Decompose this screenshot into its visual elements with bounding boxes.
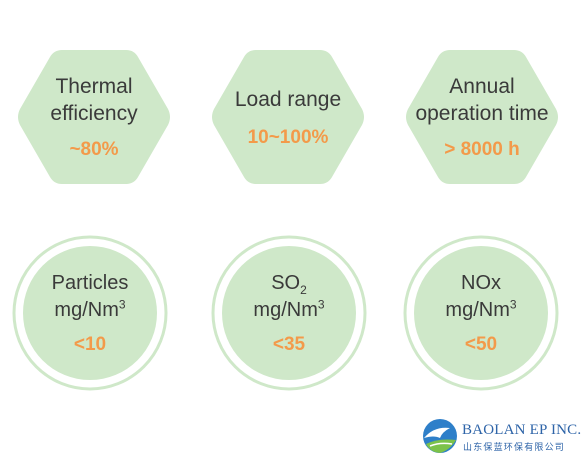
particles-unit: mg/Nm3 [54,297,126,321]
so2-label: SO2 [271,272,307,297]
annual-operation-label-line1: Annual [449,75,515,98]
so2-value: <35 [272,334,306,355]
nox-unit: mg/Nm3 [445,297,517,321]
annual-operation-value: > 8000 h [444,139,520,160]
annual-operation-label-line2: operation time [415,102,549,125]
thermal-efficiency-hexagon: Thermal efficiency ~80% [14,46,174,188]
particles-unit-sup: 3 [118,297,126,312]
logo-chinese-name: 山东保蓝环保有限公司 [463,442,566,452]
thermal-efficiency-label-line2: efficiency [50,102,138,125]
so2-label-sub: 2 [300,283,307,297]
load-range-value: 10~100% [247,126,329,148]
nox-unit-sup: 3 [509,297,517,312]
nox-label: NOx [461,272,501,294]
so2-unit: mg/Nm3 [253,297,325,321]
nox-value: <50 [464,334,498,355]
thermal-efficiency-label-line1: Thermal [55,75,133,98]
particles-circle: Particles mg/Nm3 <10 [11,234,169,392]
particles-label: Particles [51,272,129,294]
load-range-hexagon: Load range 10~100% [208,46,368,188]
load-range-label: Load range [234,87,342,111]
so2-unit-sup: 3 [317,297,325,312]
so2-circle: SO2 mg/Nm3 <35 [210,234,368,392]
annual-operation-hexagon: Annual operation time > 8000 h [402,46,562,188]
baolan-logo: BAOLAN EP INC. 山东保蓝环保有限公司 [420,416,582,456]
thermal-efficiency-value: ~80% [69,139,119,160]
particles-value: <10 [73,334,107,355]
baolan-logo-icon [423,419,457,453]
logo-name: BAOLAN EP INC. [462,422,582,438]
nox-circle: NOx mg/Nm3 <50 [402,234,560,392]
